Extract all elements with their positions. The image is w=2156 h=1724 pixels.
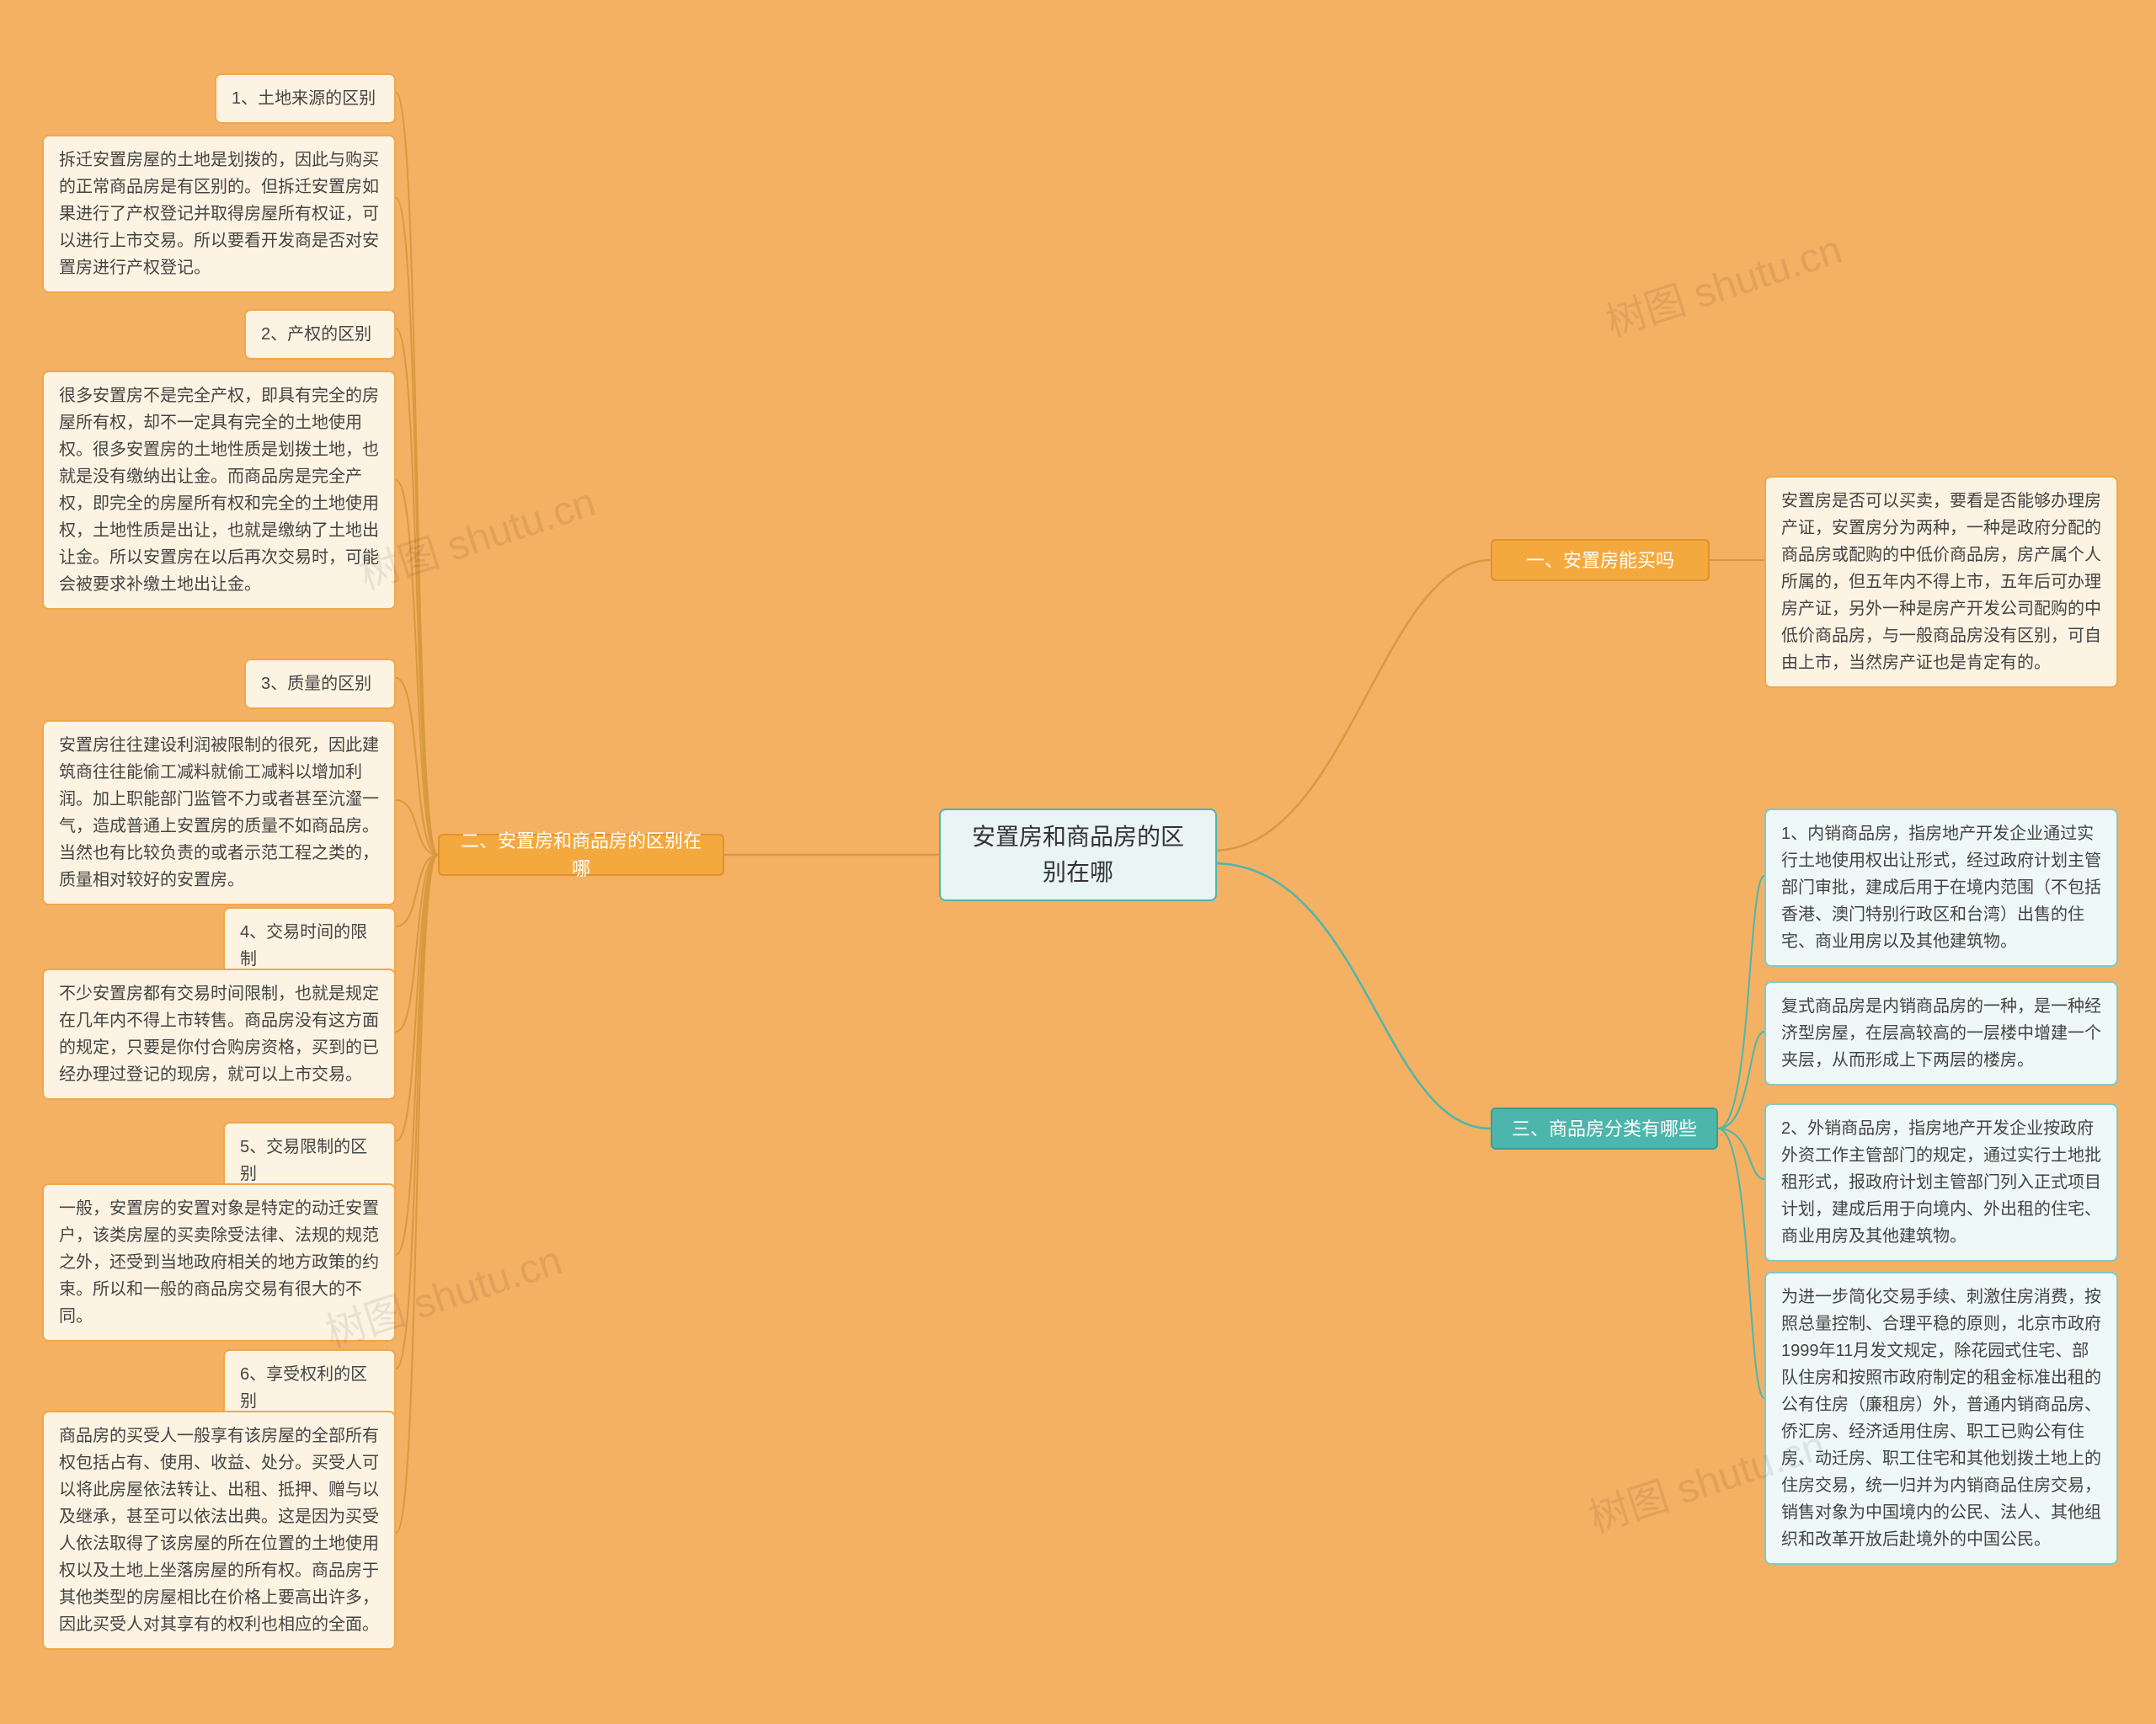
leaf-b2-body-4[interactable]: 一般，安置房的安置对象是特定的动迁安置户，该类房屋的买卖除受法律、法规的规范之外…: [42, 1183, 396, 1342]
leaf-text: 一般，安置房的安置对象是特定的动迁安置户，该类房屋的买卖除受法律、法规的规范之外…: [59, 1195, 379, 1330]
leaf-b1-0[interactable]: 安置房是否可以买卖，要看是否能够办理房产证，安置房分为两种，一种是政府分配的商品…: [1764, 476, 2118, 688]
leaf-b2-body-2[interactable]: 安置房往往建设利润被限制的很死，因此建筑商往往能偷工减料就偷工减料以增加利润。加…: [42, 720, 396, 905]
leaf-text: 2、产权的区别: [261, 321, 371, 348]
leaf-b2-body-0[interactable]: 拆迁安置房屋的土地是划拨的，因此与购买的正常商品房是有区别的。但拆迁安置房如果进…: [42, 135, 396, 293]
branch-differences[interactable]: 二、安置房和商品房的区别在哪: [438, 834, 724, 876]
leaf-b2-body-1[interactable]: 很多安置房不是完全产权，即具有完全的房屋所有权，却不一定具有完全的土地使用权。很…: [42, 371, 396, 610]
leaf-b3-3[interactable]: 为进一步简化交易手续、刺激住房消费，按照总量控制、合理平稳的原则，北京市政府19…: [1764, 1272, 2118, 1565]
leaf-text: 拆迁安置房屋的土地是划拨的，因此与购买的正常商品房是有区别的。但拆迁安置房如果进…: [59, 147, 379, 281]
leaf-text: 3、质量的区别: [261, 670, 371, 697]
root-label: 安置房和商品房的区别在哪: [966, 819, 1190, 890]
leaf-b3-2[interactable]: 2、外销商品房，指房地产开发企业按政府外资工作主管部门的规定，通过实行土地批租形…: [1764, 1103, 2118, 1262]
branch-label: 一、安置房能买吗: [1526, 547, 1674, 574]
leaf-text: 为进一步简化交易手续、刺激住房消费，按照总量控制、合理平稳的原则，北京市政府19…: [1781, 1284, 2101, 1553]
leaf-b2-body-3[interactable]: 不少安置房都有交易时间限制，也就是规定在几年内不得上市转售。商品房没有这方面的规…: [42, 969, 396, 1100]
root-node[interactable]: 安置房和商品房的区别在哪: [939, 809, 1217, 901]
branch-can-buy[interactable]: 一、安置房能买吗: [1491, 539, 1710, 581]
leaf-b2-body-5[interactable]: 商品房的买受人一般享有该房屋的全部所有权包括占有、使用、收益、处分。买受人可以将…: [42, 1411, 396, 1650]
leaf-text: 很多安置房不是完全产权，即具有完全的房屋所有权，却不一定具有完全的土地使用权。很…: [59, 382, 379, 598]
leaf-b3-0[interactable]: 1、内销商品房，指房地产开发企业通过实行土地使用权出让形式，经过政府计划主管部门…: [1764, 809, 2118, 967]
leaf-b2-title-0[interactable]: 1、土地来源的区别: [215, 73, 396, 124]
leaf-b2-title-2[interactable]: 3、质量的区别: [244, 659, 396, 709]
leaf-b3-1[interactable]: 复式商品房是内销商品房的一种，是一种经济型房屋，在层高较高的一层楼中增建一个夹层…: [1764, 981, 2118, 1086]
leaf-text: 5、交易限制的区别: [240, 1134, 379, 1188]
leaf-text: 6、享受权利的区别: [240, 1361, 379, 1415]
branch-label: 三、商品房分类有哪些: [1512, 1115, 1697, 1143]
leaf-text: 安置房往往建设利润被限制的很死，因此建筑商往往能偷工减料就偷工减料以增加利润。加…: [59, 732, 379, 894]
leaf-text: 4、交易时间的限制: [240, 919, 379, 973]
leaf-b2-title-1[interactable]: 2、产权的区别: [244, 309, 396, 360]
leaf-text: 2、外销商品房，指房地产开发企业按政府外资工作主管部门的规定，通过实行土地批租形…: [1781, 1115, 2101, 1250]
leaf-text: 不少安置房都有交易时间限制，也就是规定在几年内不得上市转售。商品房没有这方面的规…: [59, 980, 379, 1088]
leaf-text: 1、内销商品房，指房地产开发企业通过实行土地使用权出让形式，经过政府计划主管部门…: [1781, 820, 2101, 955]
watermark: 树图 shutu.cn: [1597, 216, 1848, 348]
leaf-text: 复式商品房是内销商品房的一种，是一种经济型房屋，在层高较高的一层楼中增建一个夹层…: [1781, 993, 2101, 1074]
branch-types[interactable]: 三、商品房分类有哪些: [1491, 1108, 1718, 1150]
leaf-text: 1、土地来源的区别: [232, 85, 376, 112]
leaf-text: 商品房的买受人一般享有该房屋的全部所有权包括占有、使用、收益、处分。买受人可以将…: [59, 1422, 379, 1638]
leaf-text: 安置房是否可以买卖，要看是否能够办理房产证，安置房分为两种，一种是政府分配的商品…: [1781, 488, 2101, 676]
branch-label: 二、安置房和商品房的区别在哪: [456, 827, 706, 883]
